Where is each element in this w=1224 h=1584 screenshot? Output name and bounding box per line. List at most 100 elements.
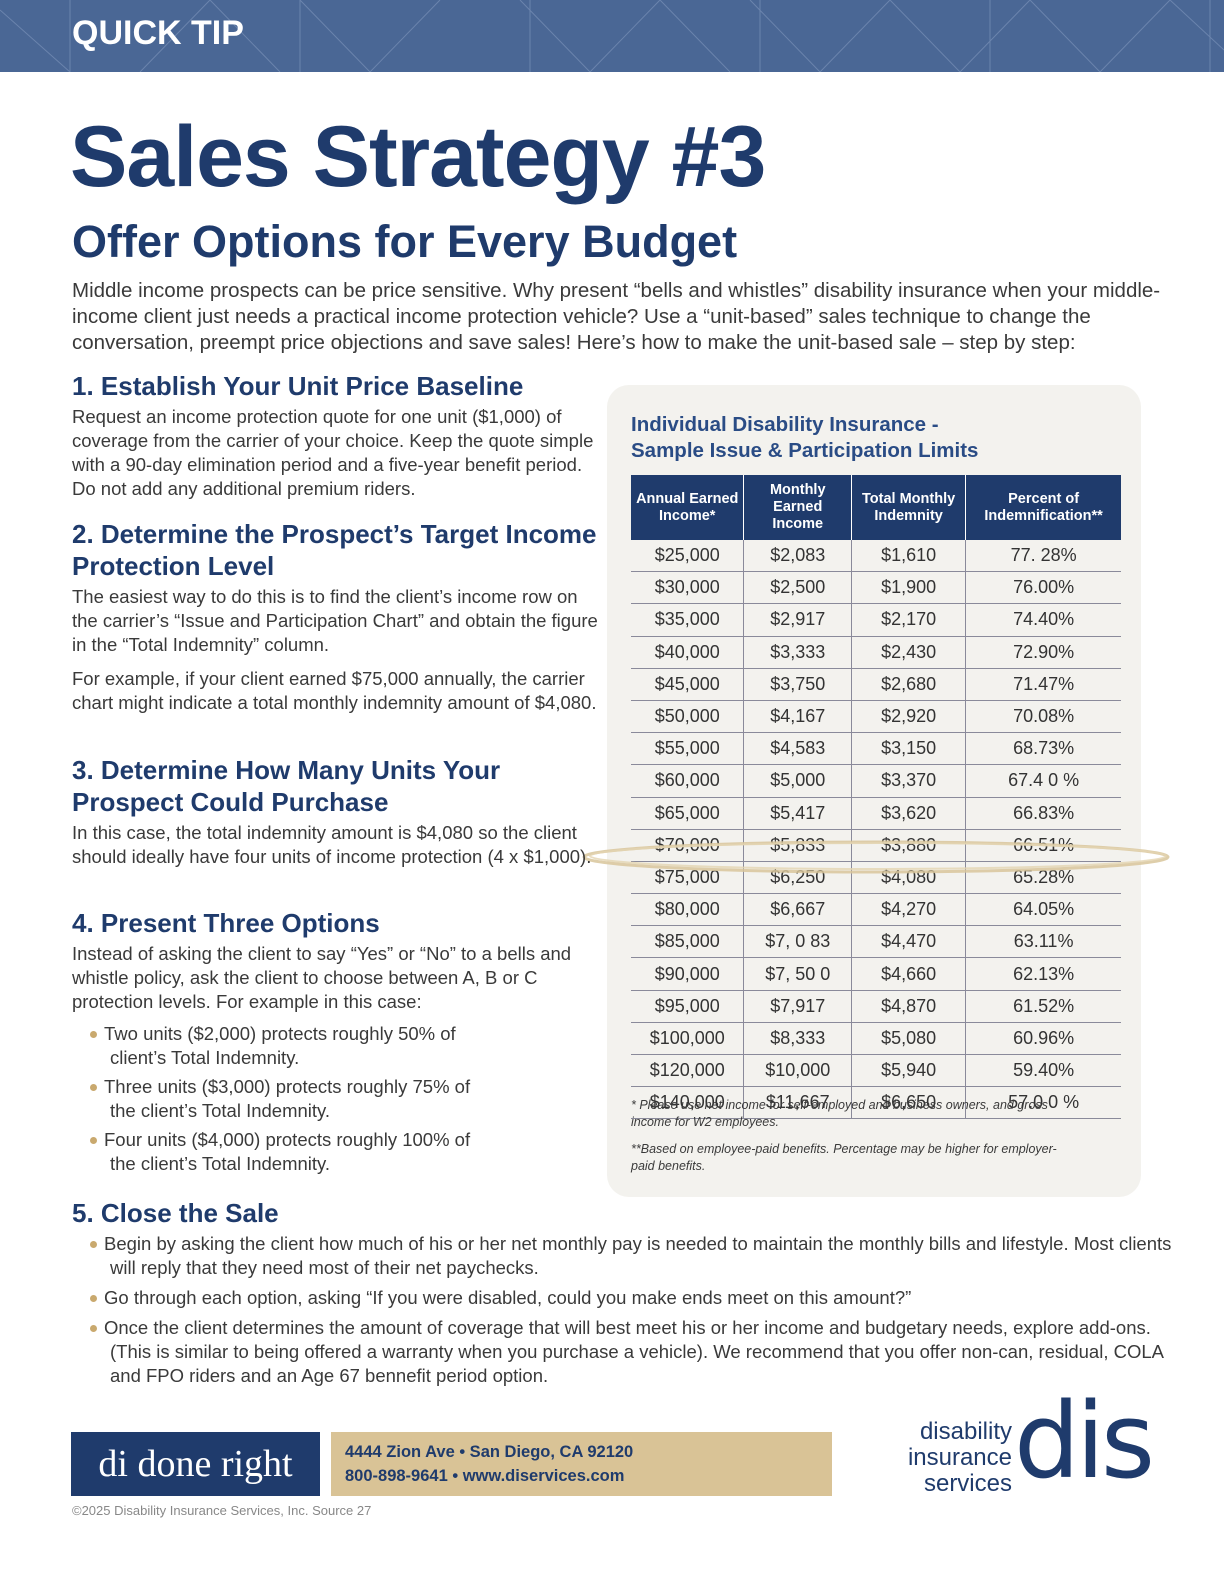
table-row: $55,000 $4,583 $3,150 68.73%: [631, 732, 1121, 766]
step-heading: 3. Determine How Many Units Your Prospec…: [72, 755, 501, 817]
table-cell: $1,900: [851, 571, 966, 605]
table-cell: $80,000: [631, 893, 744, 927]
contact: 800-898-9641 • www.diservices.com: [345, 1467, 625, 1485]
column-header: Monthly Earned Income: [743, 475, 852, 540]
table-cell: $4,470: [851, 925, 966, 959]
table-cell: $6,250: [743, 861, 852, 895]
table-cell: $25,000: [631, 540, 744, 573]
bullet: Go through each option, asking “If you w…: [90, 1286, 1172, 1310]
logo-text: services: [923, 1470, 1012, 1497]
table-cell: 62.13%: [965, 957, 1121, 991]
bullet: Three units ($3,000) protects roughly 75…: [90, 1075, 490, 1123]
address: 4444 Zion Ave • San Diego, CA 92120: [345, 1443, 634, 1461]
table-title-line: Sample Issue & Participation Limits: [631, 439, 979, 462]
table-row: $120,000 $10,000 $5,940 59.40%: [631, 1054, 1121, 1088]
table-cell: $3,880: [851, 829, 966, 862]
bullet-list: Two units ($2,000) protects roughly 50% …: [72, 1022, 597, 1176]
step: 5. Close the Sale Begin by asking the cli…: [72, 1197, 1172, 1394]
column-header: Annual Earned Income*: [631, 475, 744, 540]
step-heading: 5. Close the Sale: [72, 1198, 279, 1228]
table-cell: $4,583: [743, 732, 852, 766]
bullet: Once the client determines the amount of…: [90, 1316, 1172, 1388]
table-cell: $2,680: [851, 668, 966, 701]
table-cell: 63.11%: [965, 925, 1121, 959]
table-row: $70,000 $5,833 $3,880 66.51%: [631, 829, 1121, 862]
table-cell: 70.08%: [965, 700, 1121, 734]
address-box: [331, 1432, 832, 1496]
header-pattern: [0, 0, 1224, 72]
step-heading: 2. Determine the Prospect’s Target Incom…: [72, 519, 597, 581]
limits-table: Annual Earned Income* Monthly Earned Inco…: [631, 475, 1121, 1120]
table-cell: 60.96%: [965, 1022, 1121, 1056]
table-row: $85,000 $7, 0 83 $4,470 63.11%: [631, 925, 1121, 959]
table-cell: $3,333: [743, 636, 852, 669]
table-row: $50,000 $4,167 $2,920 70.08%: [631, 700, 1121, 734]
column-header: Total Monthly Indemnity: [851, 475, 966, 540]
table-cell: $2,430: [851, 636, 966, 669]
table-cell: $120,000: [631, 1054, 744, 1088]
table-cell: $5,000: [743, 764, 852, 798]
step: 1. Establish Your Unit Price Baseline Req…: [72, 370, 597, 511]
copyright: ©2025 Disability Insurance Services, Inc…: [72, 1503, 372, 1518]
table-cell: $2,917: [743, 603, 852, 637]
table-cell: $35,000: [631, 603, 744, 637]
table-cell: $2,920: [851, 700, 966, 734]
bullet: Two units ($2,000) protects roughly 50% …: [90, 1022, 490, 1070]
step: 3. Determine How Many Units Your Prospec…: [72, 754, 597, 879]
table-cell: $3,750: [743, 668, 852, 701]
title: Sales Strategy #3: [70, 109, 766, 205]
table-row: $30,000 $2,500 $1,900 76.00%: [631, 571, 1121, 605]
table-cell: $50,000: [631, 700, 744, 734]
table-cell: 74.40%: [965, 603, 1121, 637]
step-heading: 1. Establish Your Unit Price Baseline: [72, 371, 524, 401]
step-paragraph: For example, if your client earned $75,0…: [72, 668, 597, 713]
table-cell: $7, 50 0: [743, 957, 852, 991]
table-cell: 61.52%: [965, 990, 1121, 1023]
table-cell: $100,000: [631, 1022, 744, 1056]
table-cell: 57.0 0 %: [965, 1086, 1121, 1120]
table-cell: 59.40%: [965, 1054, 1121, 1088]
table-cell: $45,000: [631, 668, 744, 701]
table-cell: $3,620: [851, 797, 966, 830]
table-cell: $2,083: [743, 540, 852, 573]
subtitle: Offer Options for Every Budget: [72, 216, 738, 267]
table-cell: 64.05%: [965, 893, 1121, 927]
table-title-line: Individual Disability Insurance -: [631, 413, 939, 436]
table-cell: $10,000: [743, 1054, 852, 1088]
table-row: $60,000 $5,000 $3,370 67.4 0 %: [631, 764, 1121, 798]
highlight-circle: [582, 840, 1170, 874]
table-cell: $2,170: [851, 603, 966, 637]
table-row: $40,000 $3,333 $2,430 72.90%: [631, 636, 1121, 669]
table-cell: $3,370: [851, 764, 966, 798]
table-row: $95,000 $7,917 $4,870 61.52%: [631, 990, 1121, 1023]
brand-tag: di done right: [71, 1432, 320, 1496]
table-cell: $5,417: [743, 797, 852, 830]
table-cell: $5,940: [851, 1054, 966, 1088]
table-cell: $11,667: [743, 1086, 852, 1120]
table-row: $75,000 $6,250 $4,080 65.28%: [631, 861, 1121, 895]
table-cell: $4,270: [851, 893, 966, 927]
table-cell: 68.73%: [965, 732, 1121, 766]
table-cell: $4,167: [743, 700, 852, 734]
bullet: Begin by asking the client how much of h…: [90, 1233, 1172, 1278]
table-cell: 76.00%: [965, 571, 1121, 605]
logo-text: disability: [919, 1418, 1012, 1445]
table-cell: $40,000: [631, 636, 744, 669]
table-cell: $3,150: [851, 732, 966, 766]
table-cell: $1,610: [851, 540, 966, 573]
table-cell: 77. 28%: [965, 540, 1121, 573]
table-cell: 67.4 0 %: [965, 764, 1121, 798]
step: 2. Determine the Prospect’s Target Incom…: [72, 518, 602, 725]
table-row: $45,000 $3,750 $2,680 71.47%: [631, 668, 1121, 701]
header-row: Annual Earned Income* Monthly Earned Inco…: [631, 475, 1121, 540]
table-cell: $8,333: [743, 1022, 852, 1056]
table-cell: $6,650: [851, 1086, 966, 1120]
step-paragraph: Request an income protection quote for o…: [72, 406, 594, 499]
table-cell: $95,000: [631, 990, 744, 1023]
bullet: Four units ($4,000) protects roughly 100…: [90, 1128, 490, 1176]
table-cell: $7, 0 83: [743, 925, 852, 959]
table-cell: $30,000: [631, 571, 744, 605]
table-body: $25,000 $2,083 $1,610 77. 28% $30,000 $2,500 $…: [631, 540, 1121, 1120]
table-row: $140,000 $11,667 $6,650 57.0 0 %: [631, 1086, 1121, 1120]
step-paragraph: In this case, the total indemnity amount…: [72, 822, 592, 867]
